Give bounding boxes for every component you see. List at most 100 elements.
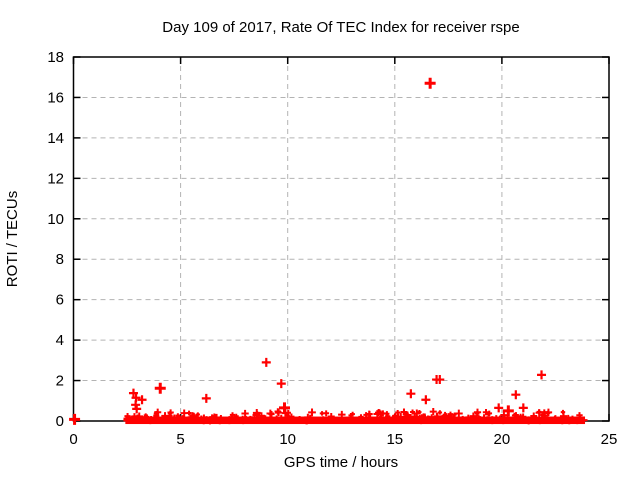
baseline-jitter-point [230,416,238,425]
tick-layer [72,56,610,422]
baseline-jitter-point [433,417,439,424]
grid-layer [73,57,609,421]
baseline-jitter-point [429,408,437,416]
baseline-jitter-point [530,412,538,420]
baseline-jitter-point [268,410,275,418]
y-tick-label: 0 [56,413,64,430]
baseline-jitter-point [306,414,314,422]
data-point [435,375,445,385]
baseline-jitter-point [255,416,261,422]
baseline-jitter-point [319,416,327,423]
data-point [276,379,286,389]
baseline-jitter-point [157,417,163,423]
baseline-jitter-point [323,410,330,417]
data-point [537,370,547,380]
y-tick-label: 16 [47,89,64,106]
y-tick-label: 10 [47,211,64,228]
data-point [421,395,431,405]
baseline-jitter-point [162,417,167,423]
y-tick-label: 4 [56,332,64,349]
baseline-band-bar [125,416,586,425]
baseline-jitter-point [241,409,249,418]
baseline-jitter-point [284,412,290,418]
baseline-jitter-point [327,412,335,421]
baseline-jitter-point [529,418,534,423]
baseline-jitter-point [395,413,402,420]
baseline-jitter-point [437,416,445,424]
y-axis-label: ROTI / TECUs [4,191,21,287]
baseline-jitter-point [378,412,383,417]
baseline-jitter-point [518,413,524,419]
data-point [518,403,528,413]
data-point [424,77,436,89]
baseline-jitter-point [257,412,265,420]
baseline-jitter-point [290,417,298,424]
baseline-jitter-point [565,416,574,425]
x-tick-label: 20 [494,431,511,448]
y-tick-label: 6 [56,292,64,309]
baseline-jitter-point [272,415,281,424]
baseline-jitter-point [365,417,371,424]
baseline-jitter-point [197,415,206,424]
y-tick-label: 14 [47,130,64,147]
baseline-jitter-point [144,414,150,420]
baseline-jitter-point [275,409,283,417]
baseline-jitter-point [445,416,450,422]
baseline-jitter-point [405,417,412,424]
baseline-jitter-point [469,412,478,420]
baseline-jitter-point [195,412,200,417]
baseline-jitter-point [224,417,230,423]
baseline-jitter-point [459,415,467,424]
data-point [278,402,290,414]
data-point [494,403,504,413]
baseline-jitter-point [175,413,181,419]
x-tick-label: 25 [601,431,618,448]
y-tick-label: 12 [47,170,64,187]
data-point [261,357,271,367]
baseline-jitter-point [476,416,485,424]
baseline-jitter-point [348,413,354,418]
y-tick-label: 18 [47,49,64,66]
baseline-jitter-point [180,409,188,417]
x-tick-label: 10 [279,431,296,448]
baseline-jitter-point [308,408,316,417]
data-points [69,77,547,425]
baseline-jitter-point [496,417,501,423]
baseline-jitter-point [554,417,561,424]
y-tick-label: 2 [56,373,64,390]
baseline-jitter-point [252,409,261,417]
baseline-jitter-point [447,411,453,417]
baseline-jitter-point [346,417,352,423]
baseline-jitter-point [482,409,490,416]
baseline-jitter-point [135,412,144,421]
baseline-jitter-point [497,415,503,420]
baseline-jitter-point [474,411,480,417]
baseline-jitter-point [521,416,528,422]
baseline-jitter-point [425,415,431,421]
chart-title: Day 109 of 2017, Rate Of TEC Index for r… [162,19,519,36]
data-point [201,393,211,403]
baseline-jitter-point [358,414,364,420]
baseline-jitter-point [412,409,421,418]
baseline-jitter-point [372,417,378,424]
baseline-jitter-point [215,416,224,425]
baseline-jitter-point [390,416,396,421]
baseline-jitter-point [337,417,344,424]
baseline-jitter-point [146,417,154,424]
plot-frame [72,56,610,422]
baseline-jitter-point [209,414,215,420]
x-axis-label: GPS time / hours [284,454,398,471]
baseline-jitter-point [485,416,493,423]
data-point [69,413,81,425]
baseline-jitter-point [251,417,256,422]
x-tick-label: 5 [176,431,184,448]
baseline-jitter-point [513,417,518,423]
baseline-jitter-point [139,417,146,424]
data-point [137,395,147,405]
baseline-jitter-point [384,411,390,417]
baseline-jitter-point [416,415,424,422]
data-point [132,404,142,414]
baseline-jitter-point [451,415,457,421]
